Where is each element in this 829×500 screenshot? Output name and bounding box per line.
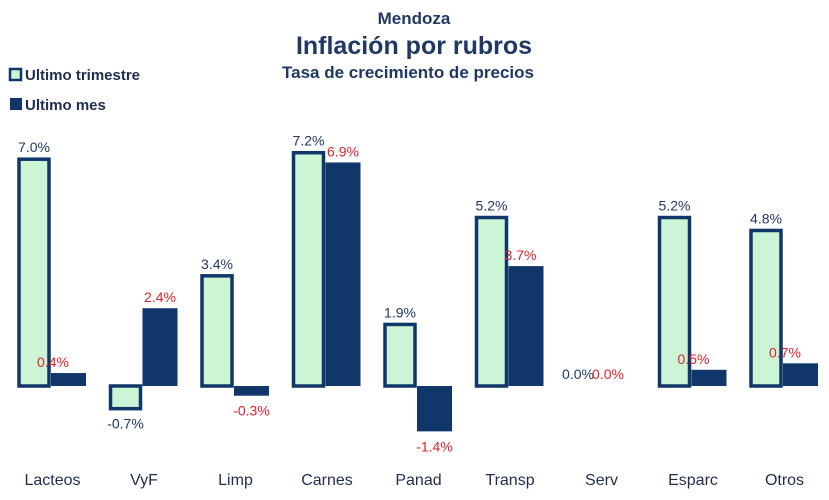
bar-ultimo-mes-vyf (142, 308, 178, 386)
bar-ultimo-trimestre-otros (749, 228, 783, 388)
bar-ultimo-trimestre-carnes (291, 150, 326, 388)
data-label-ultimo-trimestre-limp: 3.4% (201, 256, 233, 272)
data-label-ultimo-trimestre-lacteos: 7.0% (18, 139, 50, 155)
bar-ultimo-mes-otros (783, 363, 818, 386)
bar-ultimo-mes-panad (417, 386, 452, 432)
category-label-lacteos: Lacteos (24, 472, 80, 489)
category-label-otros: Otros (765, 472, 804, 489)
bar-ultimo-trimestre-transp (474, 215, 509, 388)
data-label-ultimo-trimestre-panad: 1.9% (384, 304, 416, 320)
data-label-ultimo-trimestre-serv: 0.0% (562, 366, 594, 382)
data-label-ultimo-trimestre-otros: 4.8% (750, 210, 782, 226)
legend-swatch-ultimo-mes (10, 98, 22, 110)
chart-subtitle: Tasa de crecimiento de precios (282, 63, 534, 82)
bar-ultimo-trimestre-panad (383, 322, 417, 388)
category-label-vyf: VyF (130, 472, 158, 489)
legend: Ultimo trimestre Ultimo mes (8, 67, 140, 114)
bar-ultimo-trimestre-limp (200, 274, 234, 388)
category-label-serv: Serv (585, 472, 618, 489)
data-label-ultimo-mes-otros: 0.7% (769, 344, 801, 360)
legend-label-ultimo-trimestre: Ultimo trimestre (25, 67, 140, 84)
data-label-ultimo-mes-panad: -1.4% (416, 438, 453, 454)
category-label-panad: Panad (395, 472, 441, 489)
bar-ultimo-mes-limp (234, 386, 269, 396)
bar-ultimo-trimestre-vyf (108, 384, 143, 411)
chart-title: Inflación por rubros (296, 32, 532, 60)
bar-ultimo-mes-lacteos (51, 373, 86, 386)
data-label-ultimo-mes-carnes: 6.9% (327, 143, 359, 159)
data-label-ultimo-mes-vyf: 2.4% (144, 289, 176, 305)
data-label-ultimo-trimestre-transp: 5.2% (476, 198, 508, 214)
plot-area: 7.0% 0.4% Lacteos -0.7% 2.4% VyF 3.4% -0.3% Limp… (17, 133, 818, 489)
chart-supertitle: Mendoza (378, 9, 451, 28)
data-label-ultimo-mes-serv: 0.0% (592, 366, 624, 382)
data-label-ultimo-mes-lacteos: 0.4% (37, 354, 69, 370)
data-label-ultimo-mes-transp: 3.7% (505, 247, 537, 263)
bar-ultimo-mes-esparc (691, 369, 727, 386)
data-label-ultimo-trimestre-esparc: 5.2% (659, 198, 691, 214)
legend-label-ultimo-mes: Ultimo mes (25, 97, 106, 114)
data-label-ultimo-mes-esparc: 0.5% (678, 351, 710, 367)
category-label-esparc: Esparc (668, 472, 718, 489)
bar-ultimo-mes-carnes (325, 162, 361, 386)
category-label-carnes: Carnes (301, 472, 353, 489)
legend-swatch-ultimo-trimestre (8, 67, 23, 82)
data-label-ultimo-trimestre-vyf: -0.7% (107, 416, 144, 432)
category-label-limp: Limp (218, 472, 253, 489)
bar-ultimo-mes-transp (508, 266, 544, 386)
category-label-transp: Transp (485, 472, 534, 489)
data-label-ultimo-mes-limp: -0.3% (233, 403, 270, 419)
bar-ultimo-trimestre-lacteos (17, 157, 51, 388)
data-label-ultimo-trimestre-carnes: 7.2% (293, 133, 325, 149)
bar-ultimo-trimestre-esparc (657, 215, 692, 388)
